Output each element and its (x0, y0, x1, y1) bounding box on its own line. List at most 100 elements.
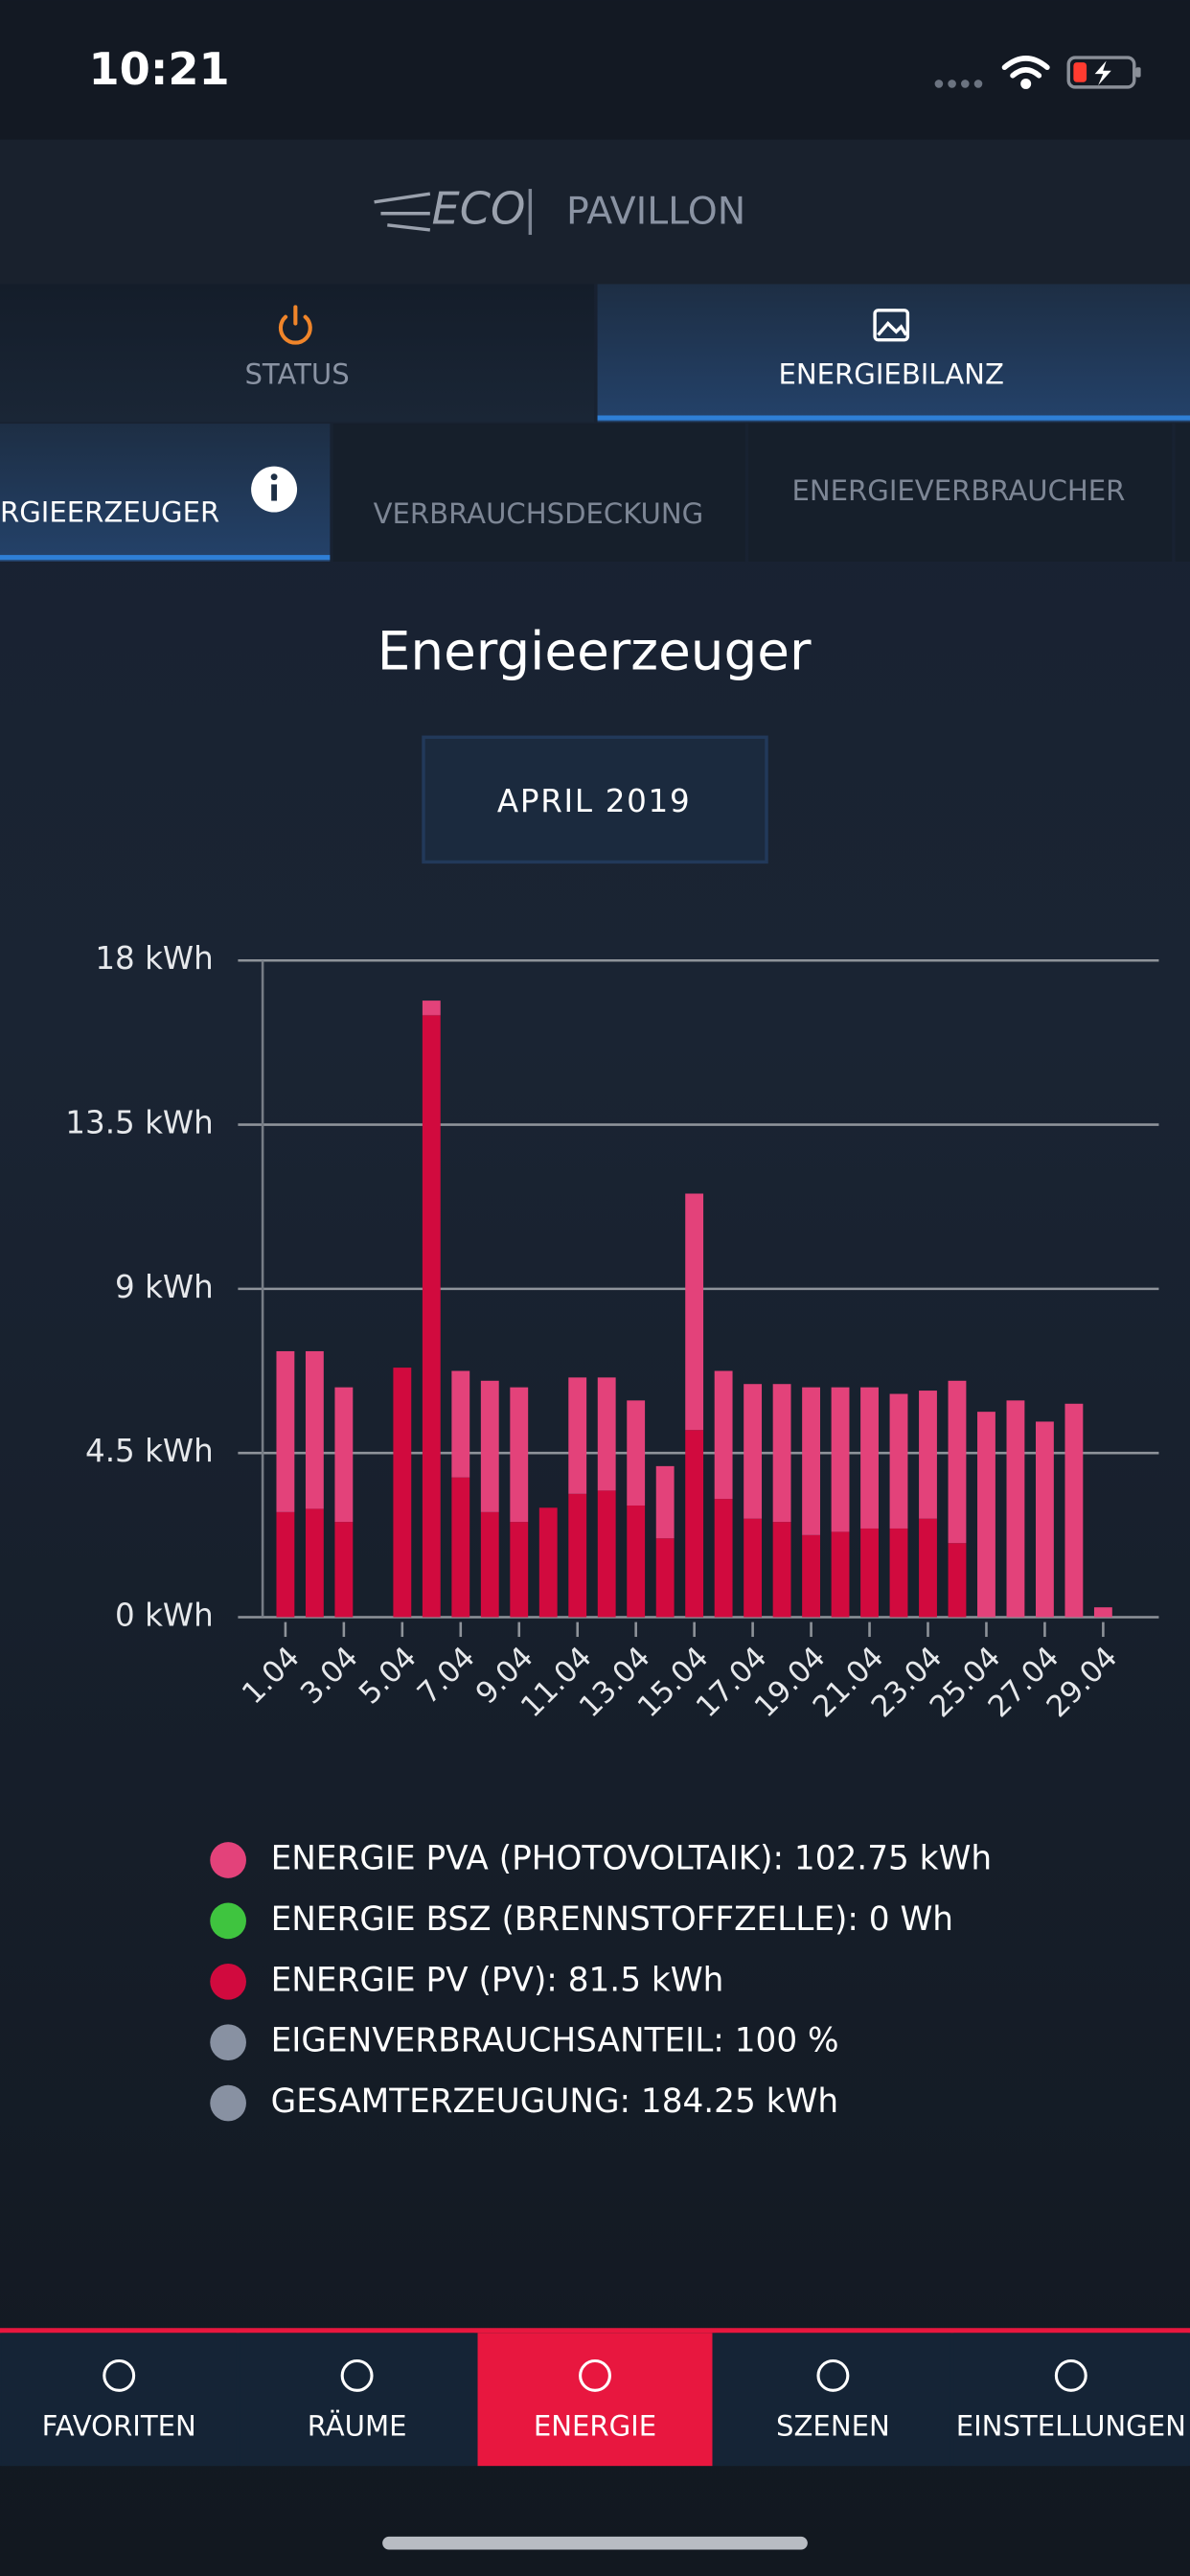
y-tick-label: 13.5 kWh (65, 1105, 213, 1141)
battery-icon (1066, 56, 1141, 89)
clock: 10:21 (89, 43, 230, 95)
legend-swatch (210, 1842, 246, 1878)
period-button[interactable] (422, 735, 768, 864)
legend-label: EIGENVERBRAUCHSANTEIL: 100 % (271, 2022, 839, 2060)
subtab[interactable] (748, 424, 1173, 562)
bar-segment (860, 1387, 879, 1529)
bar-segment (627, 1400, 646, 1506)
nav-item-active[interactable] (477, 2333, 713, 2467)
bar-segment (860, 1528, 879, 1618)
legend-label: ENERGIE BSZ (BRENNSTOFFZELLE): 0 Wh (271, 1900, 953, 1939)
bar-segment (1006, 1400, 1025, 1618)
bar-segment (597, 1377, 616, 1491)
bar-segment (1035, 1421, 1054, 1618)
logo: ECO (432, 183, 526, 235)
subtab-label[interactable]: ENERGIEVERBRAUCHER (791, 474, 1125, 507)
bar-segment (919, 1518, 937, 1618)
bar-segment (744, 1518, 763, 1618)
bar-segment (655, 1465, 675, 1539)
nav-label[interactable]: SZENEN (776, 2410, 890, 2443)
subtab[interactable] (1175, 424, 1190, 562)
bar-segment (772, 1522, 791, 1618)
bar-segment (714, 1499, 733, 1618)
nav-label[interactable]: EINSTELLUNGEN (956, 2410, 1186, 2443)
bar-segment (889, 1393, 908, 1529)
bar-segment (655, 1538, 675, 1618)
bar-segment (919, 1391, 937, 1519)
legend: ENERGIE PVA (PHOTOVOLTAIK): 102.75 kWh EN… (210, 1840, 992, 2122)
nav-item[interactable] (715, 2333, 950, 2467)
bar-segment (510, 1522, 529, 1618)
bar-segment (538, 1507, 558, 1618)
bar-segment (422, 1000, 441, 1016)
bar-segment (831, 1387, 850, 1532)
tab-active[interactable] (597, 284, 1190, 423)
nav-items: FAVORITEN RÄUME ENERGIE SZENEN EINSTELLUNGEN (1, 2333, 1189, 2467)
bar-segment (510, 1387, 529, 1523)
bar-segment (393, 1368, 412, 1618)
subtab-label[interactable]: VERBRAUCHSDECKUNG (374, 497, 704, 530)
bar-segment (480, 1380, 499, 1512)
bar-segment (1064, 1403, 1084, 1618)
y-tick-label: 18 kWh (95, 940, 213, 977)
tab-indicator (597, 415, 1190, 421)
bar-segment (597, 1490, 616, 1618)
header (0, 139, 1190, 285)
logo-lines (374, 192, 431, 232)
bar-segment (451, 1477, 470, 1618)
home-indicator (382, 2536, 808, 2550)
nav-icon (340, 2358, 374, 2392)
bar-segment (948, 1543, 967, 1618)
bar-segment (627, 1505, 646, 1618)
info-glyph (270, 473, 278, 481)
bar-segment (802, 1387, 820, 1535)
bar-segment (685, 1193, 704, 1431)
status-bar (0, 0, 1190, 140)
bar-segment (977, 1412, 995, 1618)
y-tick-label: 0 kWh (115, 1597, 214, 1633)
bar-segment (480, 1511, 499, 1618)
chart-title: Energieerzeuger (378, 621, 812, 682)
nav-item[interactable] (240, 2333, 475, 2467)
bar-segment (305, 1350, 324, 1509)
nav-item[interactable] (953, 2333, 1189, 2467)
nav-top-line (0, 2328, 1190, 2334)
legend-swatch (210, 2024, 246, 2061)
bar-segment (744, 1384, 763, 1519)
bar-segment (889, 1528, 908, 1618)
power-icon (278, 305, 312, 345)
legend-label: ENERGIE PV (PV): 81.5 kWh (271, 1961, 724, 1999)
nav-icon (579, 2358, 611, 2392)
tab-label[interactable]: ENERGIEBILANZ (779, 357, 1004, 390)
bar-segment (451, 1370, 470, 1478)
tab-label[interactable]: STATUS (244, 357, 349, 390)
tab[interactable] (0, 284, 595, 423)
nav-item[interactable] (1, 2333, 237, 2467)
bar-segment (772, 1384, 791, 1523)
subtab-label[interactable]: RGIEERZEUGER (0, 495, 219, 528)
bar-segment (276, 1511, 295, 1618)
legend-label: GESAMTERZEUGUNG: 184.25 kWh (271, 2082, 838, 2121)
bar-segment (685, 1430, 704, 1618)
nav-icon (816, 2358, 850, 2392)
nav-label[interactable]: RÄUME (308, 2410, 407, 2443)
bar-segment (305, 1508, 324, 1618)
wifi-icon (1001, 56, 1050, 89)
bar-segment (334, 1387, 354, 1523)
bar-segment (802, 1534, 820, 1618)
bar-segment (422, 1015, 441, 1618)
legend-swatch (210, 1963, 246, 2000)
signal-icon (934, 80, 983, 88)
bar-segment (831, 1531, 850, 1618)
nav-label[interactable]: ENERGIE (534, 2410, 656, 2443)
image-icon (873, 309, 910, 342)
subtab[interactable] (332, 424, 745, 562)
bar-segment (334, 1522, 354, 1618)
period-label[interactable]: APRIL 2019 (497, 783, 691, 819)
bar-segment (276, 1350, 295, 1512)
legend-swatch (210, 1902, 246, 1940)
nav-label[interactable]: FAVORITEN (42, 2410, 196, 2443)
info-glyph (271, 484, 278, 501)
